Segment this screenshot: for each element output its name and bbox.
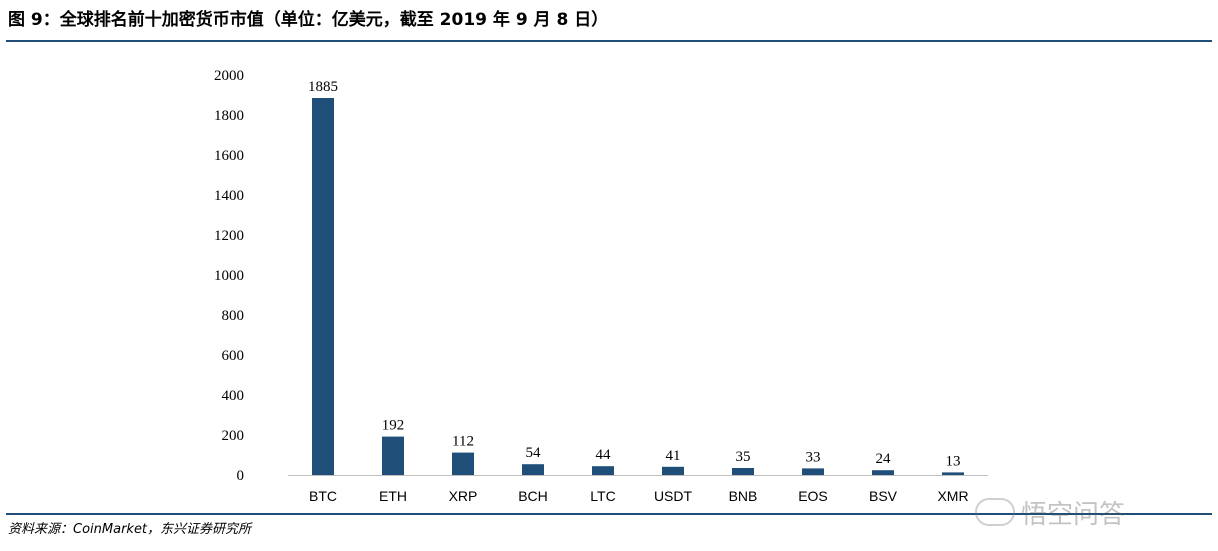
bar xyxy=(732,468,754,475)
watermark-text: 悟空问答 xyxy=(1021,499,1126,530)
y-tick-label: 1000 xyxy=(214,268,244,284)
bar xyxy=(312,98,334,475)
bar xyxy=(592,466,614,475)
bar-series xyxy=(312,98,964,475)
data-label: 24 xyxy=(876,451,892,467)
y-axis: 0 200 400 600 800 1000 1200 1400 1600 1800 2000 xyxy=(214,68,244,484)
data-label: 41 xyxy=(666,448,681,464)
x-tick-label: EOS xyxy=(798,488,828,504)
data-labels: 1885 192 112 54 44 41 35 33 24 13 xyxy=(308,79,961,469)
data-label: 44 xyxy=(596,447,612,463)
chart-title: 图 9：全球排名前十加密货币市值（单位：亿美元，截至 2019 年 9 月 8 … xyxy=(8,10,609,30)
y-tick-label: 600 xyxy=(222,348,245,364)
bar xyxy=(382,436,404,475)
x-tick-label: BSV xyxy=(869,488,898,504)
x-tick-label: BTC xyxy=(309,488,337,504)
y-tick-label: 400 xyxy=(222,388,245,404)
x-tick-label: XMR xyxy=(937,488,968,504)
y-tick-label: 200 xyxy=(222,428,245,444)
bar xyxy=(942,472,964,475)
watermark: 悟空问答 xyxy=(975,488,1125,536)
data-label: 13 xyxy=(946,453,961,469)
y-tick-label: 800 xyxy=(222,308,245,324)
data-label: 54 xyxy=(526,445,542,461)
bar xyxy=(872,470,894,475)
bar xyxy=(522,464,544,475)
data-label: 192 xyxy=(382,418,405,434)
y-tick-label: 1800 xyxy=(214,108,244,124)
x-tick-label: LTC xyxy=(590,488,615,504)
y-tick-label: 2000 xyxy=(214,68,244,84)
y-tick-label: 1400 xyxy=(214,188,244,204)
bar xyxy=(452,452,474,475)
x-tick-label: ETH xyxy=(379,488,407,504)
x-tick-label: USDT xyxy=(654,488,693,504)
data-label: 35 xyxy=(736,449,751,465)
bar xyxy=(802,468,824,475)
source-note: 资料来源：CoinMarket，东兴证券研究所 xyxy=(8,522,252,537)
data-label: 33 xyxy=(806,449,821,465)
speech-bubble-icon xyxy=(975,498,1015,526)
footer-divider xyxy=(6,513,1212,515)
title-divider xyxy=(6,40,1212,42)
data-label: 112 xyxy=(452,434,474,450)
data-label: 1885 xyxy=(308,79,338,95)
bar xyxy=(662,466,684,475)
y-tick-label: 1600 xyxy=(214,148,244,164)
x-tick-label: BCH xyxy=(518,488,548,504)
y-tick-label: 1200 xyxy=(214,228,244,244)
x-axis: BTC ETH XRP BCH LTC USDT BNB EOS BSV XMR xyxy=(309,488,969,504)
y-tick-label: 0 xyxy=(237,468,245,484)
x-tick-label: XRP xyxy=(449,488,478,504)
x-tick-label: BNB xyxy=(729,488,758,504)
